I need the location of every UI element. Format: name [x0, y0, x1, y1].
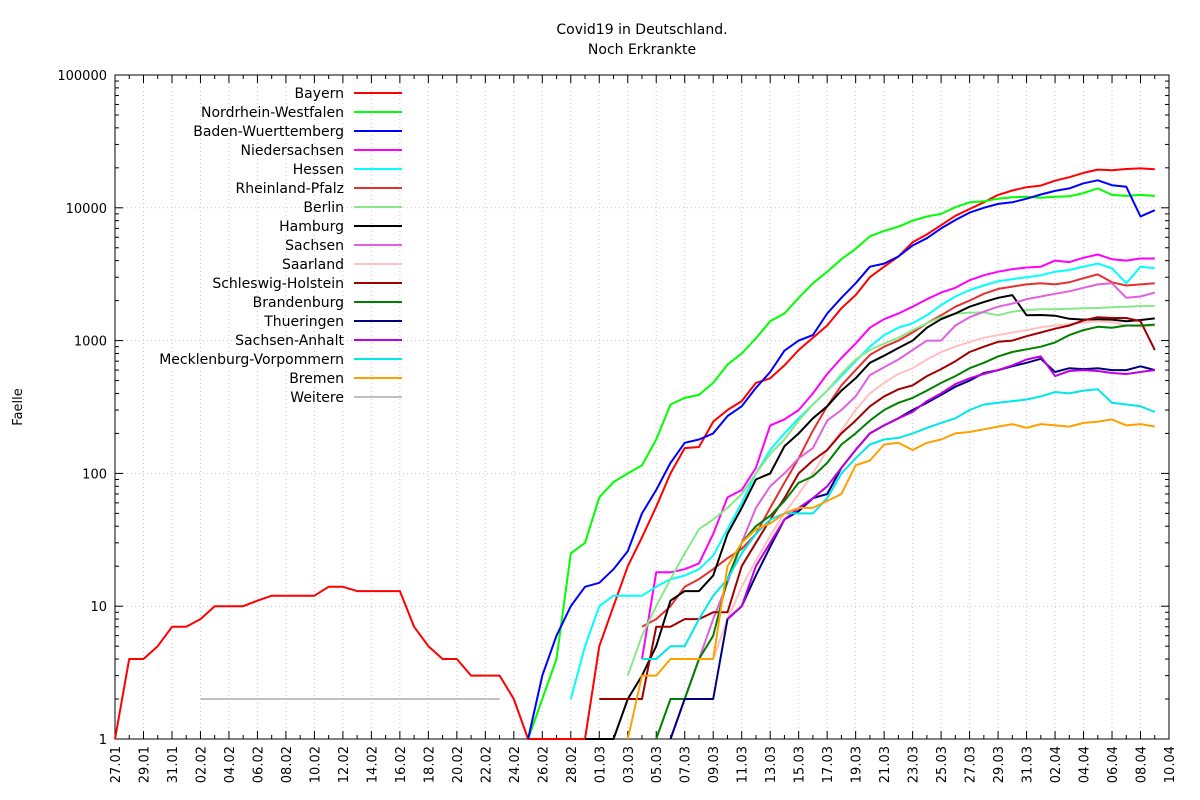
legend-label: Brandenburg [253, 295, 344, 311]
y-tick-label: 10 [90, 600, 107, 615]
chart-title-line-2: Noch Erkrankte [588, 42, 696, 58]
x-tick-label: 13.03 [764, 746, 779, 783]
x-tick-label: 29.01 [137, 746, 152, 783]
legend-label: Sachsen-Anhalt [235, 333, 344, 349]
legend-label: Baden-Wuerttemberg [193, 124, 344, 140]
x-axis-ticks: 27.01 29.01 31.01 02.02 04.02 06.02 08.02 10.02… [109, 75, 1178, 783]
legend-label: Mecklenburg-Vorpommern [159, 352, 344, 368]
x-tick-label: 15.03 [793, 746, 808, 783]
x-tick-label: 18.02 [422, 746, 437, 783]
x-tick-label: 02.04 [1049, 746, 1064, 783]
x-tick-label: 07.03 [679, 746, 694, 783]
x-tick-label: 11.03 [736, 746, 751, 783]
x-tick-label: 04.02 [223, 746, 238, 783]
legend-label: Hessen [293, 162, 344, 178]
series-line-berlin [626, 304, 1155, 676]
x-tick-label: 14.02 [365, 746, 380, 783]
x-tick-label: 04.04 [1078, 746, 1093, 783]
y-axis-label: Faelle [11, 388, 26, 425]
x-tick-label: 12.02 [337, 746, 352, 783]
legend-label: Niedersachsen [241, 143, 344, 159]
x-tick-label: 21.03 [878, 746, 893, 783]
series-line-rheinland-pfalz [641, 273, 1155, 628]
legend-label: Thueringen [263, 314, 344, 330]
series-line-bayern [114, 167, 1155, 740]
legend-label: Saarland [282, 257, 344, 273]
y-tick-label: 1 [99, 733, 107, 748]
x-tick-label: 29.03 [992, 746, 1007, 783]
x-tick-label: 06.02 [251, 746, 266, 783]
legend-label: Hamburg [279, 219, 344, 235]
x-tick-label: 01.03 [593, 746, 608, 783]
x-tick-label: 06.04 [1106, 746, 1121, 783]
legend-label: Nordrhein-Westfalen [201, 105, 344, 121]
plot-frame [114, 74, 1170, 740]
series-line-hamburg [585, 294, 1155, 740]
x-tick-label: 09.03 [707, 746, 722, 783]
series-line-bremen [626, 418, 1155, 740]
y-axis-ticks: 1 10 100 1000 10000 100000 [57, 69, 1169, 748]
x-tick-label: 31.03 [1021, 746, 1036, 783]
series-line-niedersachsen [641, 253, 1155, 660]
x-tick-label: 24.02 [508, 746, 523, 783]
x-tick-label: 05.03 [650, 746, 665, 783]
x-tick-label: 08.02 [280, 746, 295, 783]
x-tick-label: 20.02 [451, 746, 466, 783]
legend-label: Sachsen [285, 238, 344, 254]
x-tick-label: 16.02 [394, 746, 409, 783]
series-line-saarland [712, 320, 1155, 660]
grid [115, 75, 1169, 739]
x-tick-label: 22.02 [479, 746, 494, 783]
x-tick-label: 19.03 [850, 746, 865, 783]
series-line-schleswig-holstein [599, 316, 1156, 700]
series-line-hessen [569, 262, 1155, 700]
y-tick-label: 1000 [74, 335, 107, 350]
x-tick-label: 10.04 [1163, 746, 1178, 783]
y-tick-label: 10000 [66, 202, 107, 217]
series-line-thueringen [669, 357, 1156, 740]
x-tick-label: 26.02 [536, 746, 551, 783]
series-line-baden-wuerttemberg [527, 179, 1156, 740]
chart-title-line-1: Covid19 in Deutschland. [556, 22, 727, 38]
x-tick-label: 10.02 [308, 746, 323, 783]
legend: Bayern Nordrhein-Westfalen Baden-Wuerttemb… [159, 86, 402, 406]
x-tick-label: 03.03 [622, 746, 637, 783]
x-tick-label: 27.03 [964, 746, 979, 783]
legend-label: Weitere [290, 390, 344, 406]
x-tick-label: 27.01 [109, 746, 124, 783]
x-tick-label: 28.02 [565, 746, 580, 783]
y-tick-label: 100000 [57, 69, 107, 84]
series-line-brandenburg [655, 323, 1155, 740]
series-line-nordrhein-westfalen [527, 187, 1155, 740]
series-lines [114, 167, 1156, 740]
legend-label: Berlin [303, 200, 344, 216]
x-tick-label: 08.04 [1135, 746, 1150, 783]
series-line-sachsen [669, 282, 1156, 740]
legend-label: Bremen [289, 371, 344, 387]
legend-label: Bayern [295, 86, 344, 102]
x-tick-label: 25.03 [935, 746, 950, 783]
legend-label: Schleswig-Holstein [212, 276, 344, 292]
x-tick-label: 17.03 [821, 746, 836, 783]
x-tick-label: 02.02 [194, 746, 209, 783]
y-tick-label: 100 [82, 467, 107, 482]
series-line-mecklenburg-vorpommern [642, 388, 1156, 660]
legend-label: Rheinland-Pfalz [236, 181, 344, 197]
x-tick-label: 23.03 [907, 746, 922, 783]
x-tick-label: 31.01 [166, 746, 181, 783]
